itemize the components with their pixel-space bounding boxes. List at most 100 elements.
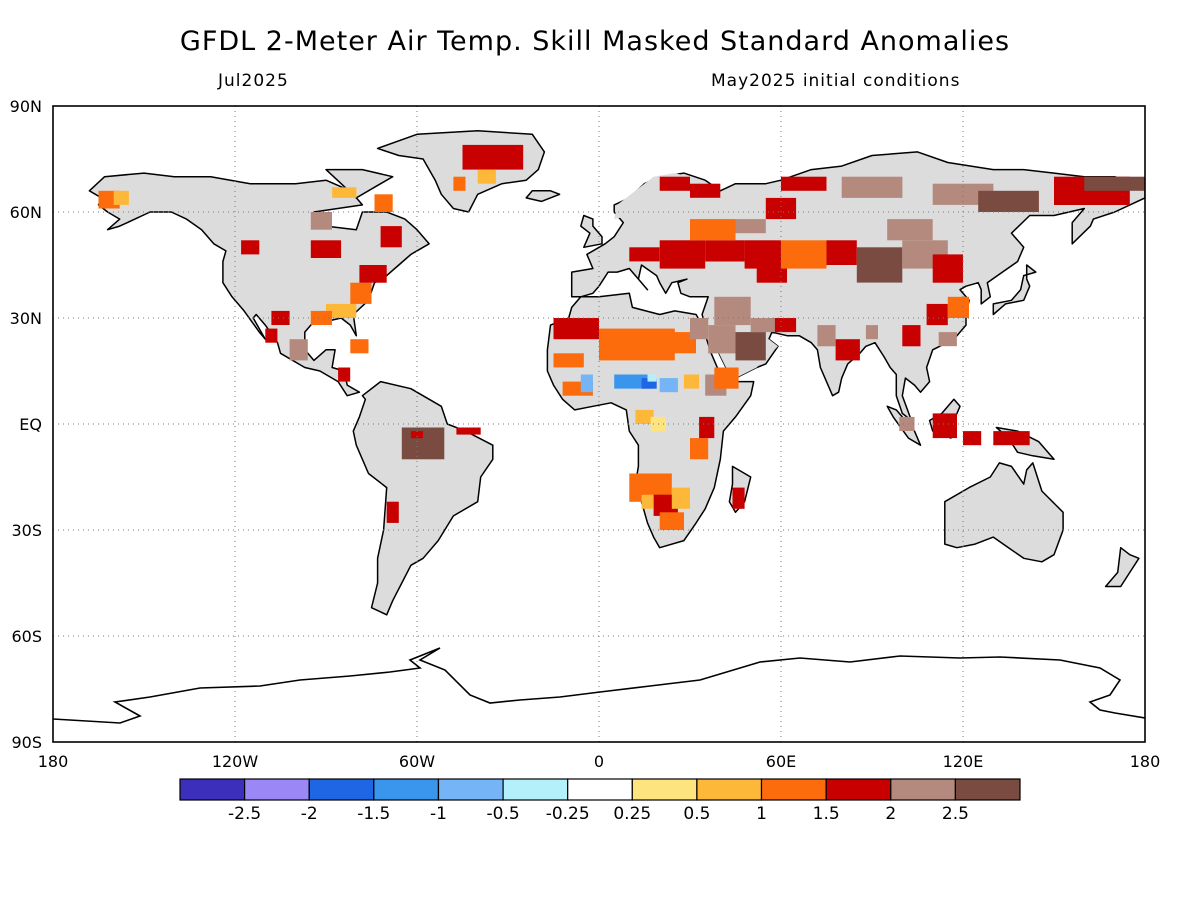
colorbar-swatch bbox=[244, 778, 310, 801]
anomaly-patch bbox=[647, 374, 657, 382]
lon-tick-label: 60E bbox=[766, 752, 796, 771]
colorbar-label: -0.25 bbox=[546, 804, 590, 824]
map-frame bbox=[52, 105, 1146, 743]
anomaly-patch bbox=[963, 431, 982, 446]
japan-land bbox=[992, 264, 1037, 316]
anomaly-patch bbox=[462, 144, 524, 170]
anomaly-patch bbox=[932, 254, 963, 283]
colorbar-label: 2.5 bbox=[942, 804, 969, 824]
anomaly-patch bbox=[265, 328, 278, 343]
colorbar-label: -0.5 bbox=[487, 804, 520, 824]
anomaly-patch bbox=[714, 296, 751, 326]
lat-tick-label: 30S bbox=[11, 521, 42, 540]
anomaly-patch bbox=[386, 501, 399, 523]
antarctica-coast bbox=[53, 647, 1145, 724]
lon-tick-label: 180 bbox=[1130, 752, 1161, 771]
anomaly-patch bbox=[635, 409, 654, 424]
britain-land bbox=[580, 214, 603, 249]
anomaly-patch bbox=[359, 265, 387, 283]
colorbar: -2.5 -2 -1.5 -1 -0.5 -0.25 0.25 0.5 1 1.5 2 2.5 bbox=[179, 778, 1021, 824]
lat-tick-label: 60N bbox=[10, 203, 42, 222]
anomaly-patch bbox=[453, 176, 466, 191]
anomaly-patch bbox=[835, 339, 860, 361]
anomaly-patch bbox=[735, 332, 766, 361]
colorbar-swatch bbox=[825, 778, 892, 801]
anomaly-patch bbox=[841, 176, 903, 198]
anomaly-patch bbox=[641, 494, 654, 509]
anomaly-patch bbox=[338, 367, 351, 382]
anomaly-patch bbox=[553, 318, 599, 340]
colorbar-swatch bbox=[437, 778, 504, 801]
anomaly-patch bbox=[902, 325, 921, 347]
anomaly-patch bbox=[756, 261, 787, 283]
anomaly-patch bbox=[856, 247, 903, 283]
new-zealand-land bbox=[1104, 546, 1140, 588]
anomaly-patch bbox=[289, 339, 308, 361]
anomaly-patch bbox=[332, 187, 357, 198]
chart-title: GFDL 2-Meter Air Temp. Skill Masked Stan… bbox=[179, 26, 1011, 57]
australia-land bbox=[944, 462, 1064, 563]
colorbar-swatch bbox=[308, 778, 375, 801]
anomaly-patch bbox=[271, 310, 290, 325]
anomaly-patch bbox=[410, 431, 423, 439]
anomaly-patch bbox=[978, 190, 1039, 212]
anomaly-patch bbox=[932, 413, 957, 439]
anomaly-patch bbox=[659, 240, 706, 269]
colorbar-swatch bbox=[696, 778, 763, 801]
anomaly-patch bbox=[310, 240, 342, 258]
longitude-ticks: 180 120W 60W 0 60E 120E 180 bbox=[38, 752, 1161, 771]
anomaly-patch bbox=[699, 416, 715, 439]
anomaly-patch bbox=[705, 240, 745, 262]
lat-tick-label: 90S bbox=[11, 733, 42, 752]
anomaly-patch bbox=[817, 325, 836, 347]
anomaly-patch bbox=[690, 183, 721, 198]
lon-tick-label: 0 bbox=[594, 752, 604, 771]
anomaly-patch bbox=[350, 282, 372, 304]
anomaly-patch bbox=[659, 378, 678, 393]
lat-tick-label: 90N bbox=[10, 97, 42, 116]
colorbar-swatch bbox=[760, 778, 827, 801]
baffin-land bbox=[325, 168, 394, 199]
anomaly-patch bbox=[374, 194, 393, 212]
anomaly-patch bbox=[750, 318, 781, 333]
lat-tick-label: 30N bbox=[10, 309, 42, 328]
anomaly-patch bbox=[993, 431, 1030, 446]
anomaly-patch bbox=[781, 240, 827, 269]
colorbar-swatch bbox=[373, 778, 439, 801]
anomaly-patch bbox=[629, 247, 660, 262]
anomaly-patch bbox=[350, 339, 369, 354]
anomaly-patch bbox=[456, 427, 481, 435]
anomaly-patch bbox=[113, 190, 129, 205]
anomaly-patch bbox=[599, 328, 675, 361]
anomaly-patch bbox=[659, 512, 684, 530]
anomaly-patch bbox=[641, 378, 657, 389]
colorbar-label: 0.25 bbox=[613, 804, 651, 824]
anomaly-patch bbox=[774, 318, 797, 333]
anomaly-patch bbox=[690, 318, 709, 340]
lon-tick-label: 120W bbox=[212, 752, 259, 771]
anomaly-patch bbox=[708, 325, 736, 354]
anomaly-patch bbox=[1084, 176, 1145, 191]
lon-tick-label: 180 bbox=[38, 752, 69, 771]
anomaly-patch bbox=[638, 473, 648, 495]
anomaly-patch bbox=[732, 487, 745, 509]
anomaly-patch bbox=[714, 367, 739, 389]
anomaly-patch bbox=[310, 212, 332, 230]
colorbar-label: -2.5 bbox=[228, 804, 261, 824]
lat-tick-label: 60S bbox=[11, 627, 42, 646]
anomaly-patch bbox=[401, 427, 445, 460]
anomaly-patch bbox=[765, 197, 797, 220]
colorbar-swatch bbox=[502, 778, 569, 801]
anomaly-patch bbox=[899, 416, 915, 431]
colorbar-label: -2 bbox=[301, 804, 318, 824]
anomaly-patch bbox=[241, 240, 260, 255]
anomaly-patch bbox=[665, 332, 696, 354]
anomaly-patch bbox=[947, 296, 969, 318]
colorbar-label: -1 bbox=[430, 804, 447, 824]
colorbar-label: 1.5 bbox=[813, 804, 840, 824]
anomaly-patch bbox=[938, 332, 957, 347]
anomaly-patch bbox=[887, 219, 933, 241]
anomaly-patch bbox=[690, 219, 736, 241]
lon-tick-label: 120E bbox=[943, 752, 984, 771]
anomaly-patch bbox=[310, 310, 332, 325]
